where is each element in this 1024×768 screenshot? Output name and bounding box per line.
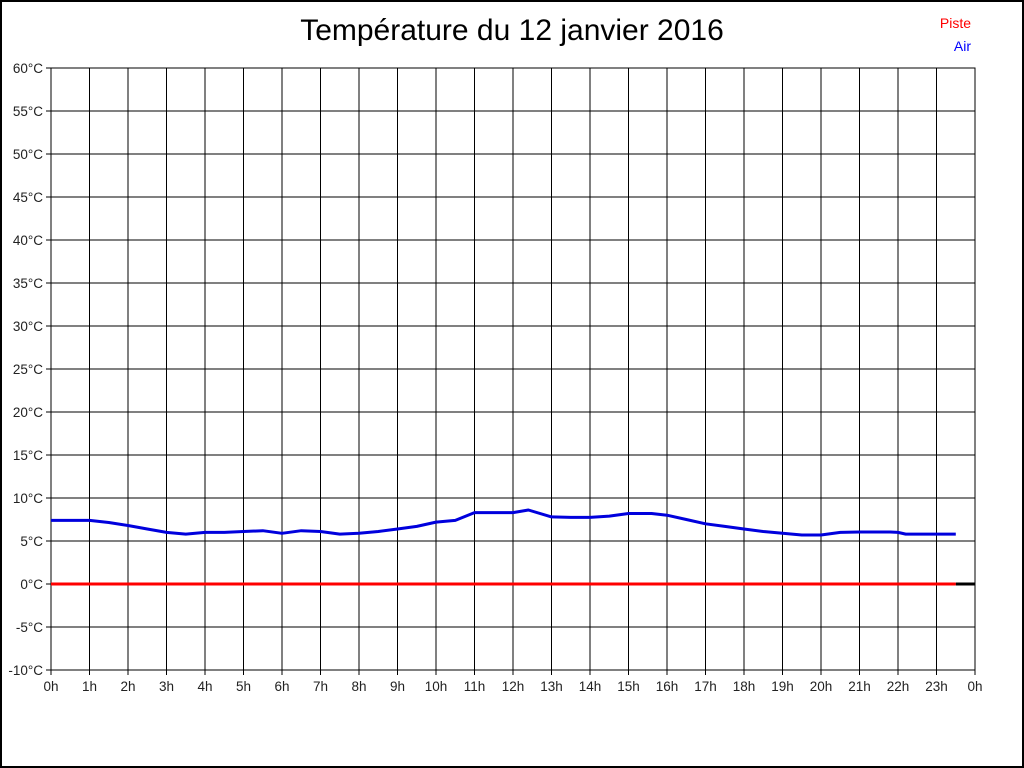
y-tick-label: 35°C bbox=[13, 276, 43, 291]
y-tick-label: -10°C bbox=[8, 663, 43, 678]
series-line-air bbox=[51, 508, 956, 537]
x-tick-label: 20h bbox=[810, 679, 833, 694]
y-tick-label: -5°C bbox=[16, 620, 43, 635]
plot-frame bbox=[50, 67, 976, 671]
x-tick-label: 19h bbox=[771, 679, 794, 694]
y-tick-label: 10°C bbox=[13, 491, 43, 506]
x-tick-label: 0h bbox=[967, 679, 982, 694]
x-tick-label: 11h bbox=[464, 679, 486, 694]
y-tick-label: 45°C bbox=[13, 190, 43, 205]
x-tick-label: 13h bbox=[540, 679, 563, 694]
x-tick-label: 6h bbox=[274, 679, 289, 694]
y-tick-label: 50°C bbox=[13, 147, 43, 162]
y-tick-label: 0°C bbox=[20, 577, 43, 592]
x-tick-label: 2h bbox=[120, 679, 135, 694]
y-tick-label: 30°C bbox=[13, 319, 43, 334]
x-tick-label: 15h bbox=[617, 679, 640, 694]
x-tick-label: 16h bbox=[656, 679, 679, 694]
x-tick-label: 14h bbox=[579, 679, 602, 694]
x-tick-label: 5h bbox=[236, 679, 251, 694]
x-tick-label: 9h bbox=[390, 679, 405, 694]
x-tick-label: 22h bbox=[887, 679, 910, 694]
y-tick-label: 25°C bbox=[13, 362, 43, 377]
x-tick-label: 3h bbox=[159, 679, 174, 694]
x-tick-label: 23h bbox=[925, 679, 948, 694]
y-tick-label: 40°C bbox=[13, 233, 43, 248]
x-tick-label: 12h bbox=[502, 679, 525, 694]
x-tick-label: 10h bbox=[425, 679, 448, 694]
x-tick-label: 7h bbox=[313, 679, 328, 694]
x-tick-label: 17h bbox=[694, 679, 717, 694]
x-tick-label: 4h bbox=[197, 679, 212, 694]
y-tick-label: 60°C bbox=[13, 61, 43, 76]
x-tick-label: 21h bbox=[848, 679, 871, 694]
legend-entry-piste: Piste bbox=[939, 15, 971, 31]
y-tick-label: 20°C bbox=[13, 405, 43, 420]
y-tick-label: 55°C bbox=[13, 104, 43, 119]
y-tick-label: 5°C bbox=[20, 534, 43, 549]
y-tick-label: 15°C bbox=[13, 448, 43, 463]
chart-legend: Piste Air bbox=[940, 12, 971, 58]
chart-title: Température du 12 janvier 2016 bbox=[300, 14, 724, 47]
legend-entry-air: Air bbox=[953, 38, 971, 54]
x-tick-label: 8h bbox=[351, 679, 366, 694]
x-tick-label: 1h bbox=[82, 679, 97, 694]
x-tick-label: 0h bbox=[43, 679, 58, 694]
x-tick-label: 18h bbox=[733, 679, 756, 694]
